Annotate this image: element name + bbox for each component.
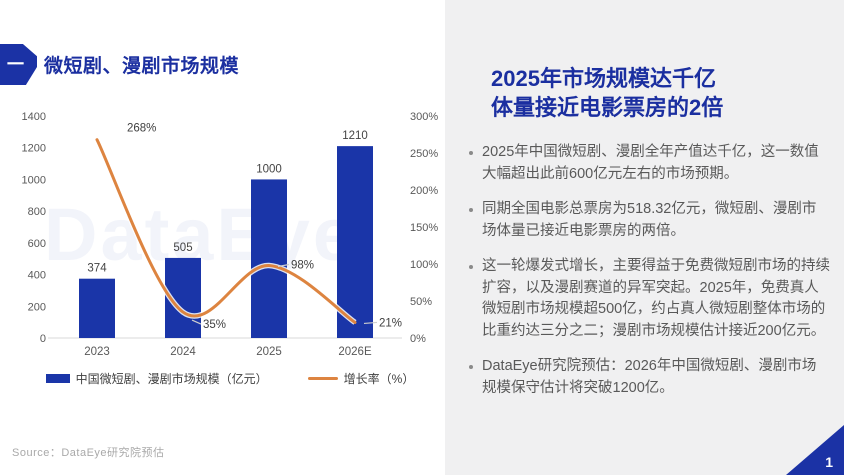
right-axis-tick: 100%: [410, 259, 438, 271]
left-axis-tick: 1000: [22, 174, 46, 186]
left-axis-tick: 800: [28, 206, 46, 218]
bar-value-label: 1210: [342, 130, 368, 142]
legend-item-growth-rate: 增长率（%）: [307, 370, 415, 387]
label-leader-line: [363, 321, 378, 325]
insight-heading-line1: 2025年市场规模达千亿: [491, 66, 716, 91]
section-number-badge: 一: [0, 44, 37, 85]
insight-list: 2025年中国微短剧、漫剧全年产值达千亿，这一数值大幅超出此前600亿元左右的市…: [469, 142, 830, 399]
bar-2026E: [337, 146, 373, 338]
bullet-dot-icon: [469, 265, 473, 269]
growth-rate-label: 268%: [127, 123, 156, 135]
source-note: Source：DataEye研究院预估: [12, 447, 165, 459]
section-number-icon: 一: [7, 55, 24, 74]
market-chart-container: 1400 1200 1000 800 600 400 200 0 300% 250% 200% 150…: [12, 104, 446, 362]
label-leader-line: [277, 263, 290, 268]
right-axis-tick: 300%: [410, 111, 438, 123]
bar-value-label: 374: [87, 263, 107, 275]
bar-2023: [79, 278, 115, 338]
growth-rate-line: [95, 138, 357, 324]
insight-panel: 2025年市场规模达千亿 体量接近电影票房的2倍 2025年中国微短剧、漫剧全年…: [445, 0, 844, 475]
growth-rate-label: 98%: [291, 259, 314, 271]
left-axis-tick: 400: [28, 270, 46, 282]
x-axis-label: 2026E: [338, 346, 372, 358]
right-axis-tick: 250%: [410, 148, 438, 160]
left-axis-tick: 200: [28, 301, 46, 313]
slide-header: 一 微短剧、漫剧市场规模: [0, 44, 239, 85]
insight-bullet-text: 同期全国电影总票房为518.32亿元，微短剧、漫剧市场体量已接近电影票房的两倍。: [482, 201, 817, 239]
left-axis-tick: 600: [28, 238, 46, 250]
x-axis-label: 2025: [256, 346, 282, 358]
slide-title: 微短剧、漫剧市场规模: [44, 56, 240, 77]
right-axis-tick: 50%: [410, 296, 432, 308]
label-leader-line: [191, 319, 202, 325]
left-axis-tick: 1400: [22, 111, 46, 123]
right-axis-tick: 200%: [410, 185, 438, 197]
legend-label-market-size: 中国微短剧、漫剧市场规模（亿元）: [75, 372, 268, 386]
legend-item-market-size: 中国微短剧、漫剧市场规模（亿元）: [45, 370, 268, 387]
growth-rate-label: 35%: [203, 319, 226, 331]
x-axis-label: 2024: [170, 346, 196, 358]
insight-bullet-4: DataEye研究院预估：2026年中国微短剧、漫剧市场规模保守估计将突破120…: [469, 356, 830, 399]
bar-2025: [251, 179, 287, 338]
page-number: 1: [825, 454, 833, 470]
bar-value-label: 505: [173, 242, 192, 254]
legend-label-growth-rate: 增长率（%）: [343, 372, 415, 386]
insight-bullet-text: 2025年中国微短剧、漫剧全年产值达千亿，这一数值大幅超出此前600亿元左右的市…: [482, 144, 819, 182]
right-axis-tick: 150%: [410, 222, 438, 234]
insight-bullet-3: 这一轮爆发式增长，主要得益于免费微短剧市场的持续扩容，以及漫剧赛道的异军突起。2…: [469, 256, 830, 342]
insight-heading: 2025年市场规模达千亿 体量接近电影票房的2倍: [491, 64, 826, 122]
chart-legend: 中国微短剧、漫剧市场规模（亿元） 增长率（%）: [20, 370, 440, 387]
right-axis-tick: 0%: [410, 333, 426, 345]
growth-rate-label: 21%: [379, 317, 402, 329]
insight-bullet-2: 同期全国电影总票房为518.32亿元，微短剧、漫剧市场体量已接近电影票房的两倍。: [469, 199, 830, 242]
insight-heading-line2: 体量接近电影票房的2倍: [491, 95, 724, 120]
insight-bullet-1: 2025年中国微短剧、漫剧全年产值达千亿，这一数值大幅超出此前600亿元左右的市…: [469, 142, 830, 185]
insight-bullet-text: 这一轮爆发式增长，主要得益于免费微短剧市场的持续扩容，以及漫剧赛道的异军突起。2…: [482, 258, 830, 339]
page-corner-triangle: [786, 425, 844, 475]
market-size-growth-chart: 1400 1200 1000 800 600 400 200 0 300% 250% 200% 150…: [22, 111, 439, 358]
insight-bullet-text: DataEye研究院预估：2026年中国微短剧、漫剧市场规模保守估计将突破120…: [482, 358, 817, 396]
x-axis-label: 2023: [84, 346, 110, 358]
left-axis-tick: 1200: [22, 143, 46, 155]
bar-series-swatch-icon: [45, 374, 70, 383]
bullet-dot-icon: [469, 208, 473, 212]
bullet-dot-icon: [469, 151, 473, 155]
bullet-dot-icon: [469, 365, 473, 369]
left-axis-tick: 0: [40, 333, 46, 345]
bar-value-label: 1000: [256, 163, 282, 175]
line-series-swatch-icon: [307, 377, 338, 380]
